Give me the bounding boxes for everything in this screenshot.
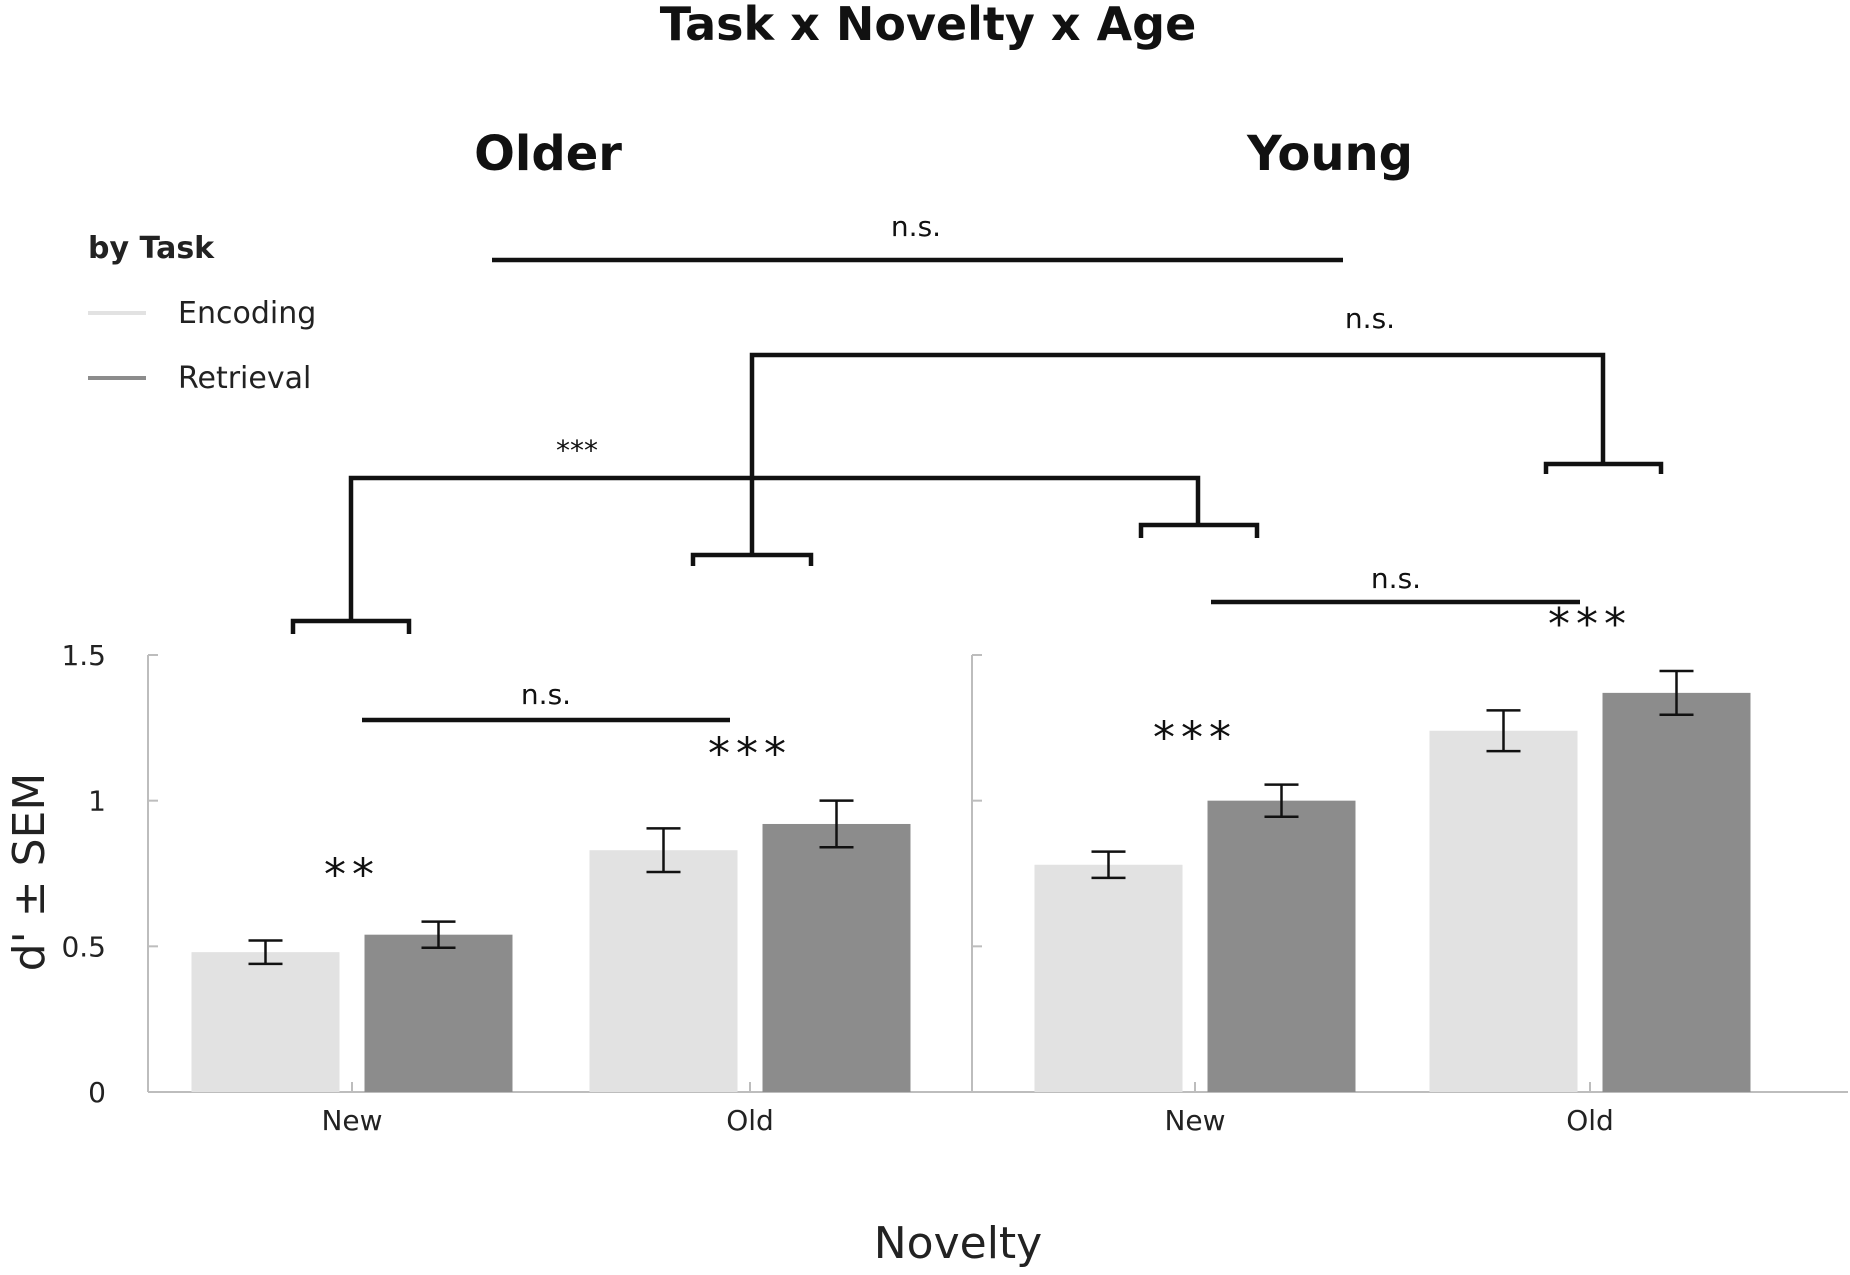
y-tick-label: 0.5 [61,930,106,963]
y-tick-label: 0 [88,1076,106,1109]
chart-title: Task x Novelty x Age [660,0,1197,51]
bar-older-new-retrieval [364,934,513,1092]
x-tick-label-young-new: New [1164,1104,1225,1137]
error-bar-older-old-encoding [646,827,681,874]
panel-title-older: Older [474,126,622,182]
legend-label-encoding: Encoding [178,296,316,331]
bar-young-new-retrieval [1207,800,1356,1092]
label-older-novelty: n.s. [521,678,571,711]
label-old-age: n.s. [1345,302,1395,335]
bar-older-old-encoding [589,850,738,1092]
bar-young-old-retrieval [1602,692,1751,1092]
bracket-old-age [749,352,1606,555]
label-age-overall: n.s. [891,210,941,243]
error-bar-young-new-encoding [1091,850,1126,880]
bar-young-new-encoding [1034,864,1183,1092]
x-tick-label-older-old: Old [726,1104,774,1137]
bar-older-new-encoding [191,952,340,1092]
bar-young-old-encoding [1429,730,1578,1092]
bracket-new-age [348,475,1201,621]
significance-young-new: *** [1153,713,1237,764]
panel-title-young: Young [1246,126,1413,182]
error-bar-young-old-retrieval [1659,669,1694,716]
error-bar-older-new-retrieval [421,920,456,950]
error-bar-older-new-encoding [248,939,283,966]
error-bar-older-old-retrieval [819,799,854,849]
x-tick-label-older-new: New [321,1104,382,1137]
label-new-age: *** [556,434,598,467]
significance-older-old: *** [708,729,792,780]
cap-older-new [290,618,412,634]
y-axis-label: d' ± SEM [4,773,55,972]
error-bar-young-new-retrieval [1264,783,1299,818]
label-young-novelty: n.s. [1371,562,1421,595]
legend-label-retrieval: Retrieval [178,361,311,396]
bar-older-old-retrieval [762,823,911,1092]
cap-young-old [1543,461,1664,474]
y-tick-label: 1.5 [61,639,106,672]
y-tick-label: 1 [88,785,106,818]
significance-young-old: *** [1548,599,1632,650]
legend-title: by Task [88,231,215,266]
error-bar-young-old-encoding [1486,709,1521,753]
cap-young-new [1138,522,1260,538]
cap-older-old [690,552,814,566]
x-axis-label: Novelty [874,1218,1042,1269]
significance-older-new: ** [324,850,380,901]
x-tick-label-young-old: Old [1566,1104,1614,1137]
